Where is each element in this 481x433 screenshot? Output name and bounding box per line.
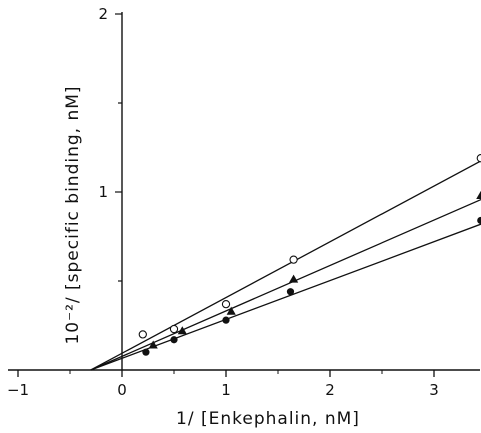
x-tick-label: 3 [429,381,439,399]
x-tick-label: 1 [221,381,231,399]
filled-circle-point [222,316,230,324]
y-axis-title: 10⁻²/ [specific binding, nM] [63,85,83,344]
fit-line [90,223,481,371]
filled-triangle-point [476,190,481,200]
fit-lines [90,160,481,371]
fit-line [90,160,481,371]
filled-circle-point [142,348,150,356]
filled-circle-point [286,288,295,296]
open-circle-point [476,154,481,163]
filled-triangle-point [289,274,299,283]
open-circle-point [221,299,231,309]
filled-circle-point [477,216,481,225]
x-tick-label: 0 [117,381,127,399]
y-tick-label: 2 [98,5,108,23]
axes: −1 0 1 2 3 1 2 [7,5,480,399]
data-markers [138,154,481,356]
fit-line [90,198,481,371]
open-circle-point [138,330,147,339]
filled-circle-point [170,336,178,344]
filled-triangle-point [226,306,236,315]
y-tick-label: 1 [98,183,108,201]
open-circle-point [169,324,179,334]
filled-triangle-point [148,340,158,349]
filled-triangle-point [177,326,187,335]
x-tick-label: 2 [325,381,335,399]
x-axis-title: 1/ [Enkephalin, nM] [176,409,360,429]
x-tick-label: −1 [7,381,29,399]
open-circle-point [289,255,298,264]
